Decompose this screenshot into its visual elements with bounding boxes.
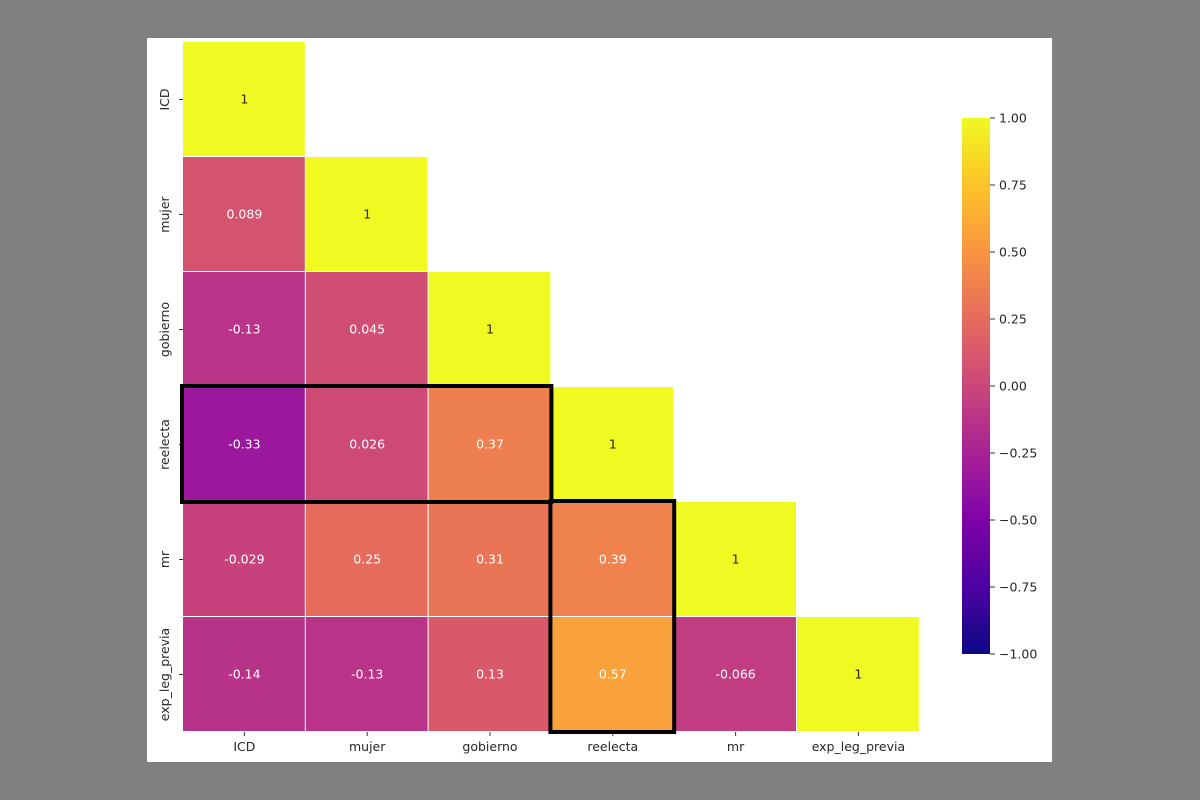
cell-value-label: 1 [854,667,862,682]
colorbar-tick-label: −0.75 [999,580,1037,595]
heatmap-cell-exp_leg_previa-gobierno [428,617,551,731]
heatmap-cell-mr-reelecta [551,502,674,616]
heatmap-cell-exp_leg_previa-exp_leg_previa [797,617,919,731]
heatmap-cell-exp_leg_previa-reelecta [551,617,674,731]
colorbar-tick-label: −0.25 [999,446,1037,461]
heatmap-cell-reelecta-ICD [183,387,305,501]
chart-panel: 1 0.089 1 -0.13 0.045 1 -0.33 0.026 0.37 1 -0.029 0… [147,38,1052,762]
cell-value-label: 0.57 [599,667,627,682]
y-tick-label: reelecta [157,419,172,470]
x-tick-label: mujer [349,739,386,754]
x-tick-label: reelecta [587,739,638,754]
cell-value-label: -0.13 [228,322,260,337]
colorbar-tick-label: 0.00 [999,379,1027,394]
colorbar-tick-label: 0.50 [999,245,1027,260]
cell-value-label: 1 [732,552,740,567]
heatmap-cell-mujer-ICD [183,157,305,271]
heatmap-cell-mujer-mujer [305,157,428,271]
cell-value-label: 0.31 [476,552,504,567]
heatmap-cell-gobierno-gobierno [428,272,551,386]
highlight-box-1 [180,384,554,504]
y-tick-label: exp_leg_previa [157,628,172,721]
heatmap-cell-gobierno-ICD [183,272,305,386]
heatmap-cell-exp_leg_previa-mr [674,617,796,731]
x-tick-label: mr [727,739,745,754]
cell-value-label: 0.089 [227,207,263,222]
y-tick-label: mr [157,550,172,568]
cell-value-label: 0.13 [476,667,504,682]
heatmap-cell-exp_leg_previa-mujer [305,617,428,731]
cell-value-label: -0.13 [351,667,383,682]
colorbar [962,118,990,654]
cell-value-label: 1 [609,437,617,452]
heatmap-cell-mr-mujer [305,502,428,616]
correlation-heatmap: 1 0.089 1 -0.13 0.045 1 -0.33 0.026 0.37 1 -0.029 0… [157,42,1037,754]
y-tick-label: ICD [157,88,172,110]
x-tick-label: exp_leg_previa [812,739,905,754]
heatmap-cell-mr-mr [674,502,796,616]
heatmap-cell-reelecta-mujer [305,387,428,501]
cell-value-label: 0.045 [349,322,385,337]
cell-value-label: 1 [486,322,494,337]
cell-value-label: 0.39 [599,552,627,567]
x-tick-label: ICD [233,739,255,754]
colorbar-tick-label: 0.75 [999,178,1027,193]
cell-value-label: -0.14 [228,667,260,682]
colorbar-tick-label: −1.00 [999,647,1037,662]
cell-value-label: 0.25 [353,552,381,567]
cell-value-label: 0.37 [476,437,504,452]
highlight-box-2 [548,499,677,734]
heatmap-cell-mr-gobierno [428,502,551,616]
cell-value-label: -0.066 [715,667,755,682]
heatmap-cell-gobierno-mujer [305,272,428,386]
heatmap-cell-reelecta-reelecta [551,387,674,501]
cell-value-label: 1 [240,92,248,107]
cell-value-label: 0.026 [349,437,385,452]
cell-value-label: -0.33 [228,437,260,452]
cell-value-label: -0.029 [224,552,264,567]
y-tick-label: gobierno [157,302,172,357]
colorbar-tick-label: 0.25 [999,312,1027,327]
heatmap-cell-reelecta-gobierno [428,387,551,501]
x-tick-label: gobierno [462,739,517,754]
heatmap-cell-exp_leg_previa-ICD [183,617,305,731]
y-tick-label: mujer [157,195,172,232]
colorbar-tick-label: 1.00 [999,111,1027,126]
heatmap-cell-mr-ICD [183,502,305,616]
colorbar-tick-label: −0.50 [999,513,1037,528]
cell-value-label: 1 [363,207,371,222]
heatmap-cell-ICD-ICD [183,42,305,156]
